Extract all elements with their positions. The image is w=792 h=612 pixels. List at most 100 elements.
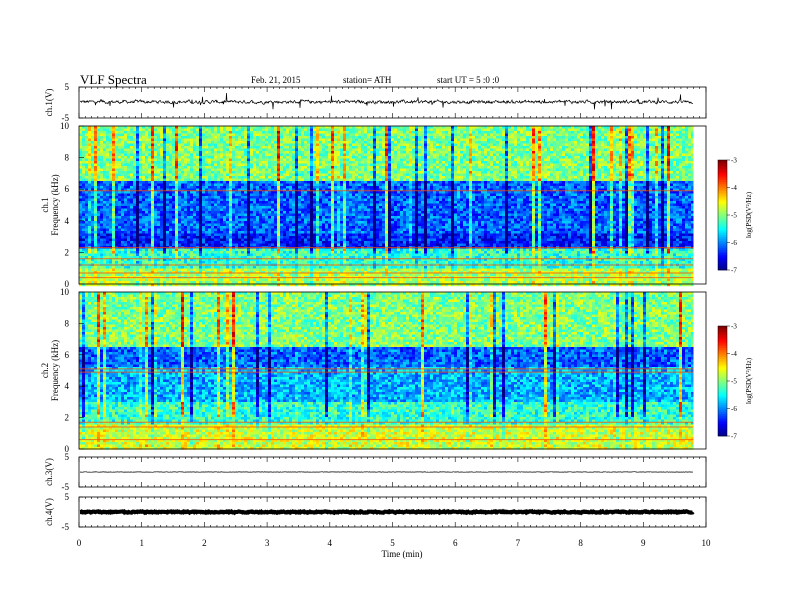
spectrogram-cell — [313, 133, 316, 137]
spectrogram-cell — [85, 173, 88, 177]
spectrogram-cell — [643, 171, 646, 174]
spectrogram-cell — [247, 173, 250, 177]
spectrogram-cell — [556, 153, 559, 157]
spectrogram-cell — [295, 171, 298, 174]
spectrogram-cell — [619, 173, 622, 177]
spectrogram-cell — [226, 181, 229, 184]
spectrogram-cell — [289, 126, 292, 129]
spectrogram-cell — [451, 156, 454, 159]
spectrogram-cell — [310, 178, 313, 182]
spectrogram-cell — [130, 183, 133, 187]
spectrogram-cell — [316, 126, 319, 129]
spectrogram-cell — [166, 141, 169, 144]
spectrogram-cell — [91, 133, 94, 137]
spectrogram-cell — [154, 166, 157, 169]
spectrogram-cell — [157, 133, 160, 137]
spectrogram-cell — [565, 153, 568, 157]
spectrogram-cell — [679, 143, 682, 147]
spectrogram-cell — [118, 163, 121, 167]
spectrogram-cell — [379, 148, 382, 152]
spectrogram-cell — [637, 133, 640, 137]
spectrogram-cell — [424, 143, 427, 147]
spectrogram-cell — [688, 138, 691, 142]
spectrogram-cell — [292, 136, 295, 139]
spectrogram-cell — [535, 161, 538, 164]
spectrogram-cell — [310, 173, 313, 177]
spectrogram-cell — [253, 141, 256, 144]
spectrogram-cell — [367, 128, 370, 132]
spectrogram-cell — [574, 176, 577, 179]
spectrogram-cell — [145, 178, 148, 182]
spectrogram-cell — [400, 131, 403, 134]
spectrogram-cell — [274, 178, 277, 182]
spectrogram-cell — [331, 151, 334, 154]
spectrogram-cell — [595, 141, 598, 144]
spectrogram-cell — [235, 151, 238, 154]
spectrogram-cell — [547, 136, 550, 139]
spectrogram-cell — [127, 131, 130, 134]
spectrogram-cell — [319, 126, 322, 129]
spectrogram-cell — [685, 141, 688, 144]
spectrogram-cell — [307, 143, 310, 147]
spectrogram-cell — [538, 128, 541, 132]
spectrogram-cell — [577, 138, 580, 142]
spectrogram-cell — [115, 168, 118, 172]
spectrogram-cell — [175, 178, 178, 182]
spectrogram-cell — [541, 178, 544, 182]
spectrogram-cell — [286, 138, 289, 142]
spectrogram-cell — [79, 143, 82, 147]
spectrogram-cell — [466, 151, 469, 154]
spectrogram-cell — [661, 143, 664, 147]
spectrogram-cell — [172, 173, 175, 177]
spectrogram-cell — [598, 156, 601, 159]
spectrogram-cell — [280, 133, 283, 137]
spectrogram-cell — [319, 133, 322, 137]
spectrogram-cell — [310, 176, 313, 179]
spectrogram-cell — [496, 156, 499, 159]
spectrogram-cell — [634, 158, 637, 162]
spectrogram-cell — [553, 171, 556, 174]
spectrogram-cell — [517, 126, 520, 129]
spectrogram-cell — [202, 153, 205, 157]
spectrogram-cell — [97, 151, 100, 154]
spectrogram-cell — [253, 131, 256, 134]
spectrogram-cell — [358, 166, 361, 169]
spectrogram-cell — [409, 176, 412, 179]
spectrogram-cell — [478, 156, 481, 159]
spectrogram-cell — [379, 178, 382, 182]
spectrogram-cell — [598, 178, 601, 182]
spectrogram-cell — [589, 136, 592, 139]
spectrogram-cell — [187, 148, 190, 152]
spectrogram-cell — [688, 143, 691, 147]
spectrogram-cell — [676, 158, 679, 162]
spectrogram-cell — [529, 171, 532, 174]
spectrogram-cell — [259, 178, 262, 182]
spectrogram-cell — [406, 166, 409, 169]
spectrogram-cell — [184, 148, 187, 152]
spectrogram-cell — [427, 136, 430, 139]
spectrogram-cell — [664, 143, 667, 147]
spectrogram-cell — [295, 148, 298, 152]
spectrogram-cell — [676, 143, 679, 147]
spectrogram-cell — [265, 156, 268, 159]
spectrogram-cell — [397, 131, 400, 134]
spectrogram-cell — [610, 131, 613, 134]
spectrogram-cell — [409, 138, 412, 142]
spectrogram-cell — [271, 146, 274, 149]
spectrogram-cell — [553, 156, 556, 159]
spectrogram-cell — [94, 141, 97, 144]
spectrogram-cell — [385, 166, 388, 169]
spectrogram-cell — [223, 178, 226, 182]
spectrogram-cell — [475, 141, 478, 144]
spectrogram-cell — [601, 126, 604, 129]
spectrogram-cell — [478, 178, 481, 182]
spectrogram-cell — [193, 153, 196, 157]
spectrogram-cell — [316, 151, 319, 154]
spectrogram-cell — [307, 176, 310, 179]
spectrogram-cell — [103, 168, 106, 172]
spectrogram-cell — [535, 178, 538, 182]
spectrogram-cell — [619, 158, 622, 162]
spectrogram-cell — [538, 151, 541, 154]
spectrogram-cell — [613, 161, 616, 164]
spectrogram-cell — [88, 148, 91, 152]
